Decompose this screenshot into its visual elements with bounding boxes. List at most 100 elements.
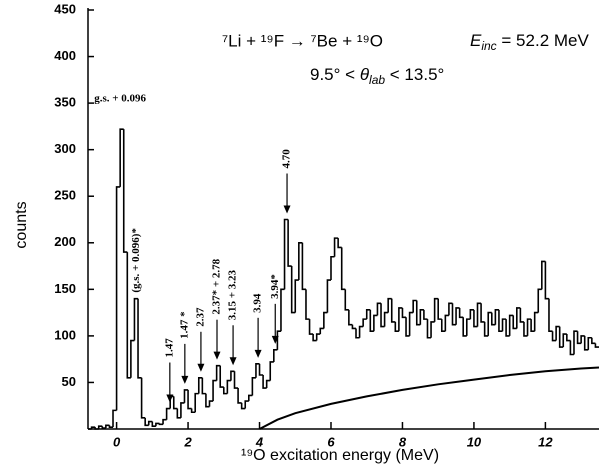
histogram-bin — [162, 418, 167, 425]
arrow-head — [283, 205, 291, 214]
histogram-bin — [176, 408, 181, 419]
peak-label: 3.15 + 3.23 — [227, 270, 239, 321]
histogram-bin — [122, 129, 128, 253]
energy-label: Einc = 52.2 MeV — [470, 31, 589, 53]
histogram-bin — [398, 307, 403, 332]
histogram-bin — [248, 394, 253, 402]
histogram-bin — [208, 400, 214, 407]
histogram-bin — [576, 331, 582, 345]
histogram-bin — [301, 242, 306, 291]
arrow-head — [229, 357, 237, 366]
histogram-bin — [408, 311, 414, 336]
histogram-bin — [558, 326, 564, 348]
peak-label: 2.37 — [194, 307, 206, 327]
histogram-bin — [108, 425, 114, 428]
histogram-bin — [462, 317, 467, 337]
histogram-bin — [115, 186, 121, 411]
histogram-bin — [533, 311, 539, 332]
background-curve — [259, 366, 599, 430]
angle-symbol: θ — [360, 65, 370, 84]
histogram-bin — [505, 319, 510, 337]
x-tick-label: 12 — [538, 434, 553, 449]
histogram-bin — [244, 400, 249, 409]
histogram-bin — [344, 289, 349, 311]
histogram-bin — [119, 128, 124, 187]
histogram-bin — [172, 396, 178, 410]
histogram-bin — [351, 324, 357, 330]
peak-label: 4.70 — [281, 149, 293, 169]
histogram-bin — [194, 392, 199, 413]
histogram-bin — [426, 319, 432, 339]
histogram-bin — [333, 237, 339, 257]
histogram-bin — [212, 379, 217, 402]
histogram-bin — [469, 309, 474, 320]
histogram-bin — [251, 376, 256, 396]
histogram-bin — [480, 303, 485, 323]
peak-label: 3.94 — [252, 293, 264, 313]
histogram-bin — [140, 377, 146, 419]
histogram-bin — [494, 309, 499, 325]
histogram-bin — [583, 335, 589, 351]
histogram-bin — [465, 318, 471, 336]
peak-label: 1.47 * — [178, 311, 190, 339]
histogram-bin — [419, 309, 424, 325]
histogram-bin — [541, 260, 546, 290]
arrow-head — [213, 351, 221, 360]
histogram-bin — [94, 427, 99, 430]
histogram-bin — [423, 309, 428, 320]
histogram-bin — [283, 218, 289, 290]
histogram-bin — [587, 336, 592, 350]
histogram-bin — [487, 311, 492, 336]
histogram-bin — [180, 402, 185, 418]
histogram-bin — [308, 319, 314, 335]
histogram-bin — [544, 261, 549, 300]
histogram-bin — [380, 303, 385, 328]
y-tick-label: 200 — [54, 234, 76, 249]
y-tick-label: 400 — [54, 48, 76, 63]
arrow-head — [197, 363, 205, 372]
histogram-bin — [476, 302, 482, 327]
histogram-bin — [401, 307, 407, 319]
histogram-bin — [376, 302, 382, 316]
histogram-bin — [387, 297, 392, 313]
histogram-bin — [147, 420, 153, 426]
histogram-bin — [190, 408, 196, 414]
histogram-bin — [508, 314, 514, 336]
y-tick-label: 300 — [54, 141, 76, 156]
histogram-bin — [187, 389, 192, 410]
histogram-bin — [594, 343, 599, 348]
histogram-bin — [133, 297, 139, 341]
histogram-bin — [440, 319, 446, 333]
histogram-bin — [330, 255, 335, 281]
histogram-bin — [269, 361, 274, 381]
histogram-bin — [591, 337, 596, 345]
histogram-bin — [158, 423, 164, 426]
histogram-bin — [315, 333, 321, 341]
histogram-bin — [555, 325, 560, 341]
histogram-bin — [144, 417, 149, 427]
angle-upper: < 13.5° — [385, 65, 444, 84]
arrow-head — [254, 349, 262, 358]
peak-label: 2.37* + 2.78 — [211, 258, 223, 314]
histogram-bin — [215, 364, 221, 381]
histogram-bin — [112, 409, 117, 428]
histogram-bin — [130, 339, 135, 378]
angle-label: 9.5° < θlab < 13.5° — [310, 65, 444, 87]
histogram-bin — [90, 426, 96, 429]
peak-label: 3.94* — [269, 274, 281, 299]
histogram-bin — [287, 219, 292, 267]
energy-value: = 52.2 MeV — [497, 31, 590, 50]
histogram-bin — [448, 302, 453, 316]
histogram-bin — [412, 299, 417, 313]
histogram-bin — [226, 379, 231, 394]
arrow-head — [166, 394, 174, 403]
peak-label: (g.s. + 0.096)* — [130, 228, 142, 293]
histogram-bin — [444, 314, 449, 332]
histogram-bin — [415, 300, 421, 326]
histogram-bin — [298, 241, 303, 281]
histogram-bin — [437, 298, 442, 320]
histogram-bin — [326, 279, 331, 313]
histogram-bin — [369, 309, 374, 333]
histogram-bin — [512, 315, 517, 330]
